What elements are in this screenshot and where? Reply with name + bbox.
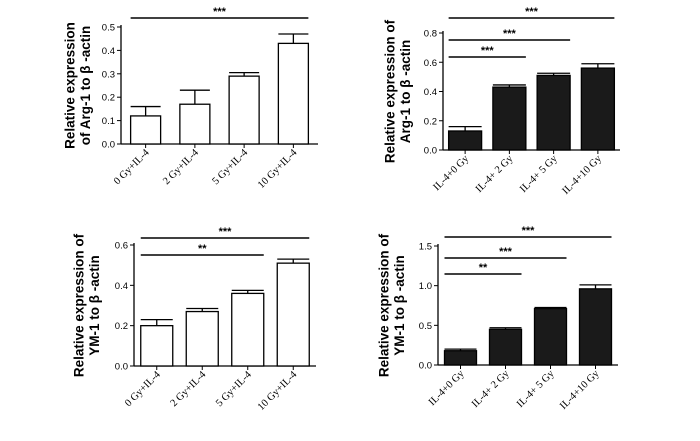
chart-panel-bottom-left: Relative expression ofYM-1 to β -actin 0.…	[72, 226, 316, 413]
bar-2	[492, 86, 527, 151]
chart-panel-top-right: Relative expression ofArg-1 to β -actin 0…	[383, 6, 620, 197]
y-tick-label: 0.0	[424, 146, 437, 157]
chart-panel-top-left: Relative expressionof Arg-1 to β -actin 0…	[63, 6, 318, 191]
x-tick-label: IL-4+ 5 Gy	[515, 368, 557, 410]
bar-2	[185, 310, 219, 367]
bar-1	[129, 115, 162, 145]
y-axis-title-line-2: YM-1 to β -actin	[87, 255, 102, 356]
bar-1	[443, 350, 478, 366]
bar-4	[580, 67, 616, 151]
y-tick-label: 0.2	[102, 93, 115, 104]
bar-1	[140, 325, 174, 367]
x-tick-label: IL-4+ 5 Gy	[518, 153, 560, 195]
significance-label: **	[479, 262, 488, 274]
y-tick-label: 0.3	[102, 69, 115, 80]
significance-label: ***	[525, 6, 539, 18]
y-tick-label: 1.0	[419, 281, 432, 292]
bar-4	[276, 262, 310, 367]
y-tick-label: 0.0	[419, 361, 432, 372]
chart-panel-bottom-right: Relative expression ofYM-1 to β -actin 0.…	[377, 225, 618, 412]
y-axis-title-line-2: of Arg-1 to β -actin	[78, 26, 93, 145]
y-axis-title-line-2: YM-1 to β -actin	[392, 255, 407, 356]
bar-3	[231, 292, 265, 367]
y-tick-label: 0.0	[115, 362, 128, 373]
significance-label: ***	[219, 226, 233, 238]
y-axis-title-line-1: Relative expression of	[377, 233, 392, 377]
bar-4	[578, 288, 613, 366]
y-axis-title: Relative expression ofArg-1 to β -actin	[383, 19, 414, 163]
y-axis-title-line-1: Relative expression	[63, 22, 78, 149]
y-tick-label: 0.2	[115, 321, 128, 332]
y-axis-title: Relative expressionof Arg-1 to β -actin	[63, 22, 94, 149]
y-tick-label: 0.8	[424, 29, 437, 40]
x-tick-label: IL-4+10 Gy	[558, 368, 602, 412]
x-tick-label: 2 Gy+IL-4	[169, 369, 209, 409]
y-tick-label: 0.4	[102, 46, 115, 57]
significance-label: ***	[213, 6, 227, 18]
y-axis-title-line-2: Arg-1 to β -actin	[398, 40, 413, 144]
x-tick-label: 10 Gy+IL-4	[256, 147, 300, 191]
y-axis-title-line-1: Relative expression of	[383, 19, 398, 163]
y-tick-label: 0.4	[424, 87, 437, 98]
bar-1	[447, 130, 483, 151]
x-tick-label: 0 Gy+IL-4	[123, 369, 163, 409]
significance-label: ***	[499, 246, 513, 258]
bar-4	[277, 42, 310, 145]
x-tick-label: IL-4+ 2 Gy	[470, 368, 512, 410]
y-tick-label: 0.1	[102, 116, 115, 127]
y-tick-label: 0.2	[424, 116, 437, 127]
y-axis-title-line-1: Relative expression of	[72, 233, 87, 377]
significance-label: ***	[503, 28, 517, 40]
significance-label: **	[198, 243, 207, 255]
bar-3	[228, 75, 260, 145]
bar-3	[533, 308, 568, 366]
y-tick-label: 0.6	[424, 58, 437, 69]
x-tick-label: IL-4+0 Gy	[427, 368, 467, 408]
x-tick-label: 5 Gy+IL-4	[214, 369, 254, 409]
x-tick-label: 2 Gy+IL-4	[161, 147, 201, 187]
y-tick-label: 0.6	[115, 241, 128, 252]
y-tick-label: 0.0	[102, 140, 115, 151]
x-tick-label: 10 Gy+IL-4	[256, 369, 300, 413]
x-tick-label: IL-4+0 Gy	[431, 153, 471, 193]
bar-2	[179, 103, 211, 145]
y-tick-label: 1.5	[419, 242, 432, 253]
significance-label: ***	[481, 45, 495, 57]
bar-2	[488, 328, 523, 366]
y-tick-label: 0.5	[102, 23, 115, 34]
y-tick-label: 0.5	[419, 321, 432, 332]
x-tick-label: IL-4+ 2 Gy	[474, 153, 516, 195]
y-tick-label: 0.4	[115, 281, 128, 292]
x-tick-label: IL-4+10 Gy	[560, 153, 604, 197]
bar-3	[536, 74, 571, 151]
significance-label: ***	[522, 225, 536, 237]
x-tick-label: 5 Gy+IL-4	[210, 147, 250, 187]
y-axis-title: Relative expression ofYM-1 to β -actin	[72, 233, 103, 377]
y-axis-title: Relative expression ofYM-1 to β -actin	[377, 233, 408, 377]
x-tick-label: 0 Gy+IL-4	[112, 147, 152, 187]
